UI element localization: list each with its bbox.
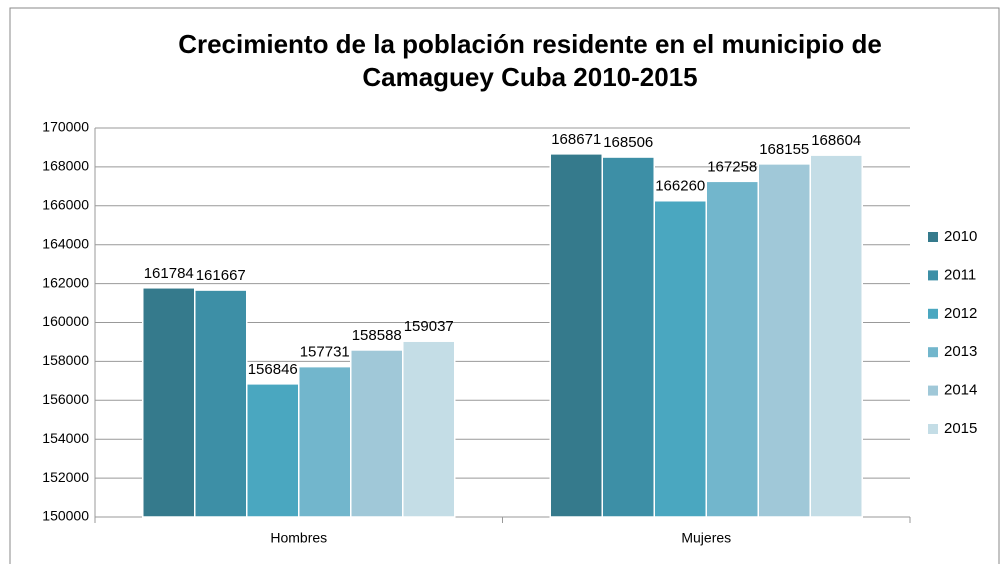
y-tick-label: 164000 (42, 235, 89, 251)
value-label: 168604 (811, 132, 861, 149)
y-tick-label: 154000 (42, 430, 89, 446)
x-tick-label: Hombres (270, 530, 327, 546)
value-label: 168671 (551, 131, 601, 148)
value-label: 156846 (248, 361, 298, 378)
y-tick-label: 150000 (42, 508, 89, 524)
bar (601, 156, 655, 518)
legend-swatch (928, 232, 938, 242)
x-tick-label: Mujeres (681, 530, 731, 546)
legend-swatch (928, 424, 938, 434)
legend-swatch (928, 308, 938, 319)
bar (757, 163, 811, 518)
value-label: 159037 (404, 318, 454, 335)
legend-label: 2014 (944, 382, 977, 399)
y-tick-label: 168000 (42, 158, 89, 174)
value-label: 161784 (144, 265, 194, 282)
bar (350, 349, 404, 518)
legend-swatch (928, 347, 938, 358)
bar (246, 383, 300, 518)
bar (653, 199, 707, 518)
value-label: 166260 (655, 178, 705, 195)
legend-label: 2012 (944, 305, 977, 322)
bar (142, 287, 196, 518)
value-label: 157731 (300, 344, 350, 361)
legend-swatch (928, 270, 938, 281)
chart-frame (9, 7, 1000, 564)
legend-label: 2011 (944, 266, 976, 283)
y-tick-label: 158000 (42, 352, 89, 368)
legend-label: 2010 (944, 228, 977, 245)
value-label: 168155 (759, 141, 809, 158)
bar (298, 365, 352, 518)
y-tick-label: 156000 (42, 391, 89, 407)
y-tick-label: 162000 (42, 274, 89, 290)
y-tick-label: 166000 (42, 197, 89, 213)
legend-label: 2013 (944, 343, 977, 360)
y-tick-label: 170000 (42, 119, 89, 135)
value-label: 158588 (352, 327, 402, 344)
value-label: 161667 (196, 267, 246, 284)
bar (705, 180, 759, 518)
bar (402, 340, 456, 518)
legend-label: 2015 (944, 420, 977, 437)
y-tick-label: 152000 (42, 469, 89, 485)
value-label: 168506 (603, 134, 653, 151)
value-label: 167258 (707, 158, 757, 175)
y-tick-label: 160000 (42, 313, 89, 329)
bar (549, 153, 603, 518)
bar (809, 154, 863, 518)
chart-title: Crecimiento de la población residente en… (178, 29, 882, 92)
legend-swatch (928, 385, 938, 396)
bar (194, 289, 248, 518)
